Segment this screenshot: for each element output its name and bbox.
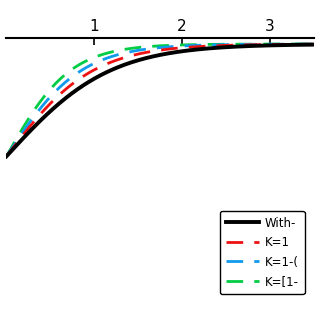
With-: [242, 44, 246, 48]
Line: K=[1-: K=[1-: [6, 44, 320, 156]
With-: [86, 81, 90, 84]
With-: [215, 46, 219, 50]
K=1-(: [148, 47, 151, 51]
With-: [191, 48, 195, 52]
K=1: [60, 90, 64, 94]
Line: With-: With-: [6, 44, 320, 156]
K=1: [4, 155, 8, 158]
Line: K=1-(: K=1-(: [6, 44, 320, 156]
K=1-(: [215, 43, 219, 47]
K=1: [215, 44, 219, 48]
K=[1-: [4, 155, 8, 158]
Legend: With-, K=1, K=1-(, K=[1-: With-, K=1, K=1-(, K=[1-: [220, 211, 305, 294]
K=1: [148, 50, 151, 54]
With-: [4, 155, 8, 158]
K=[1-: [60, 75, 64, 79]
K=[1-: [86, 58, 90, 62]
K=[1-: [191, 43, 195, 47]
K=1-(: [242, 43, 246, 46]
K=1-(: [191, 44, 195, 47]
K=[1-: [148, 44, 151, 48]
With-: [60, 99, 64, 103]
K=1-(: [4, 155, 8, 158]
Line: K=1: K=1: [6, 44, 320, 156]
With-: [148, 55, 151, 59]
K=1: [191, 45, 195, 49]
K=[1-: [215, 42, 219, 46]
K=[1-: [242, 42, 246, 46]
K=1: [242, 43, 246, 47]
K=1: [86, 72, 90, 76]
K=1-(: [86, 65, 90, 69]
K=1-(: [60, 83, 64, 87]
